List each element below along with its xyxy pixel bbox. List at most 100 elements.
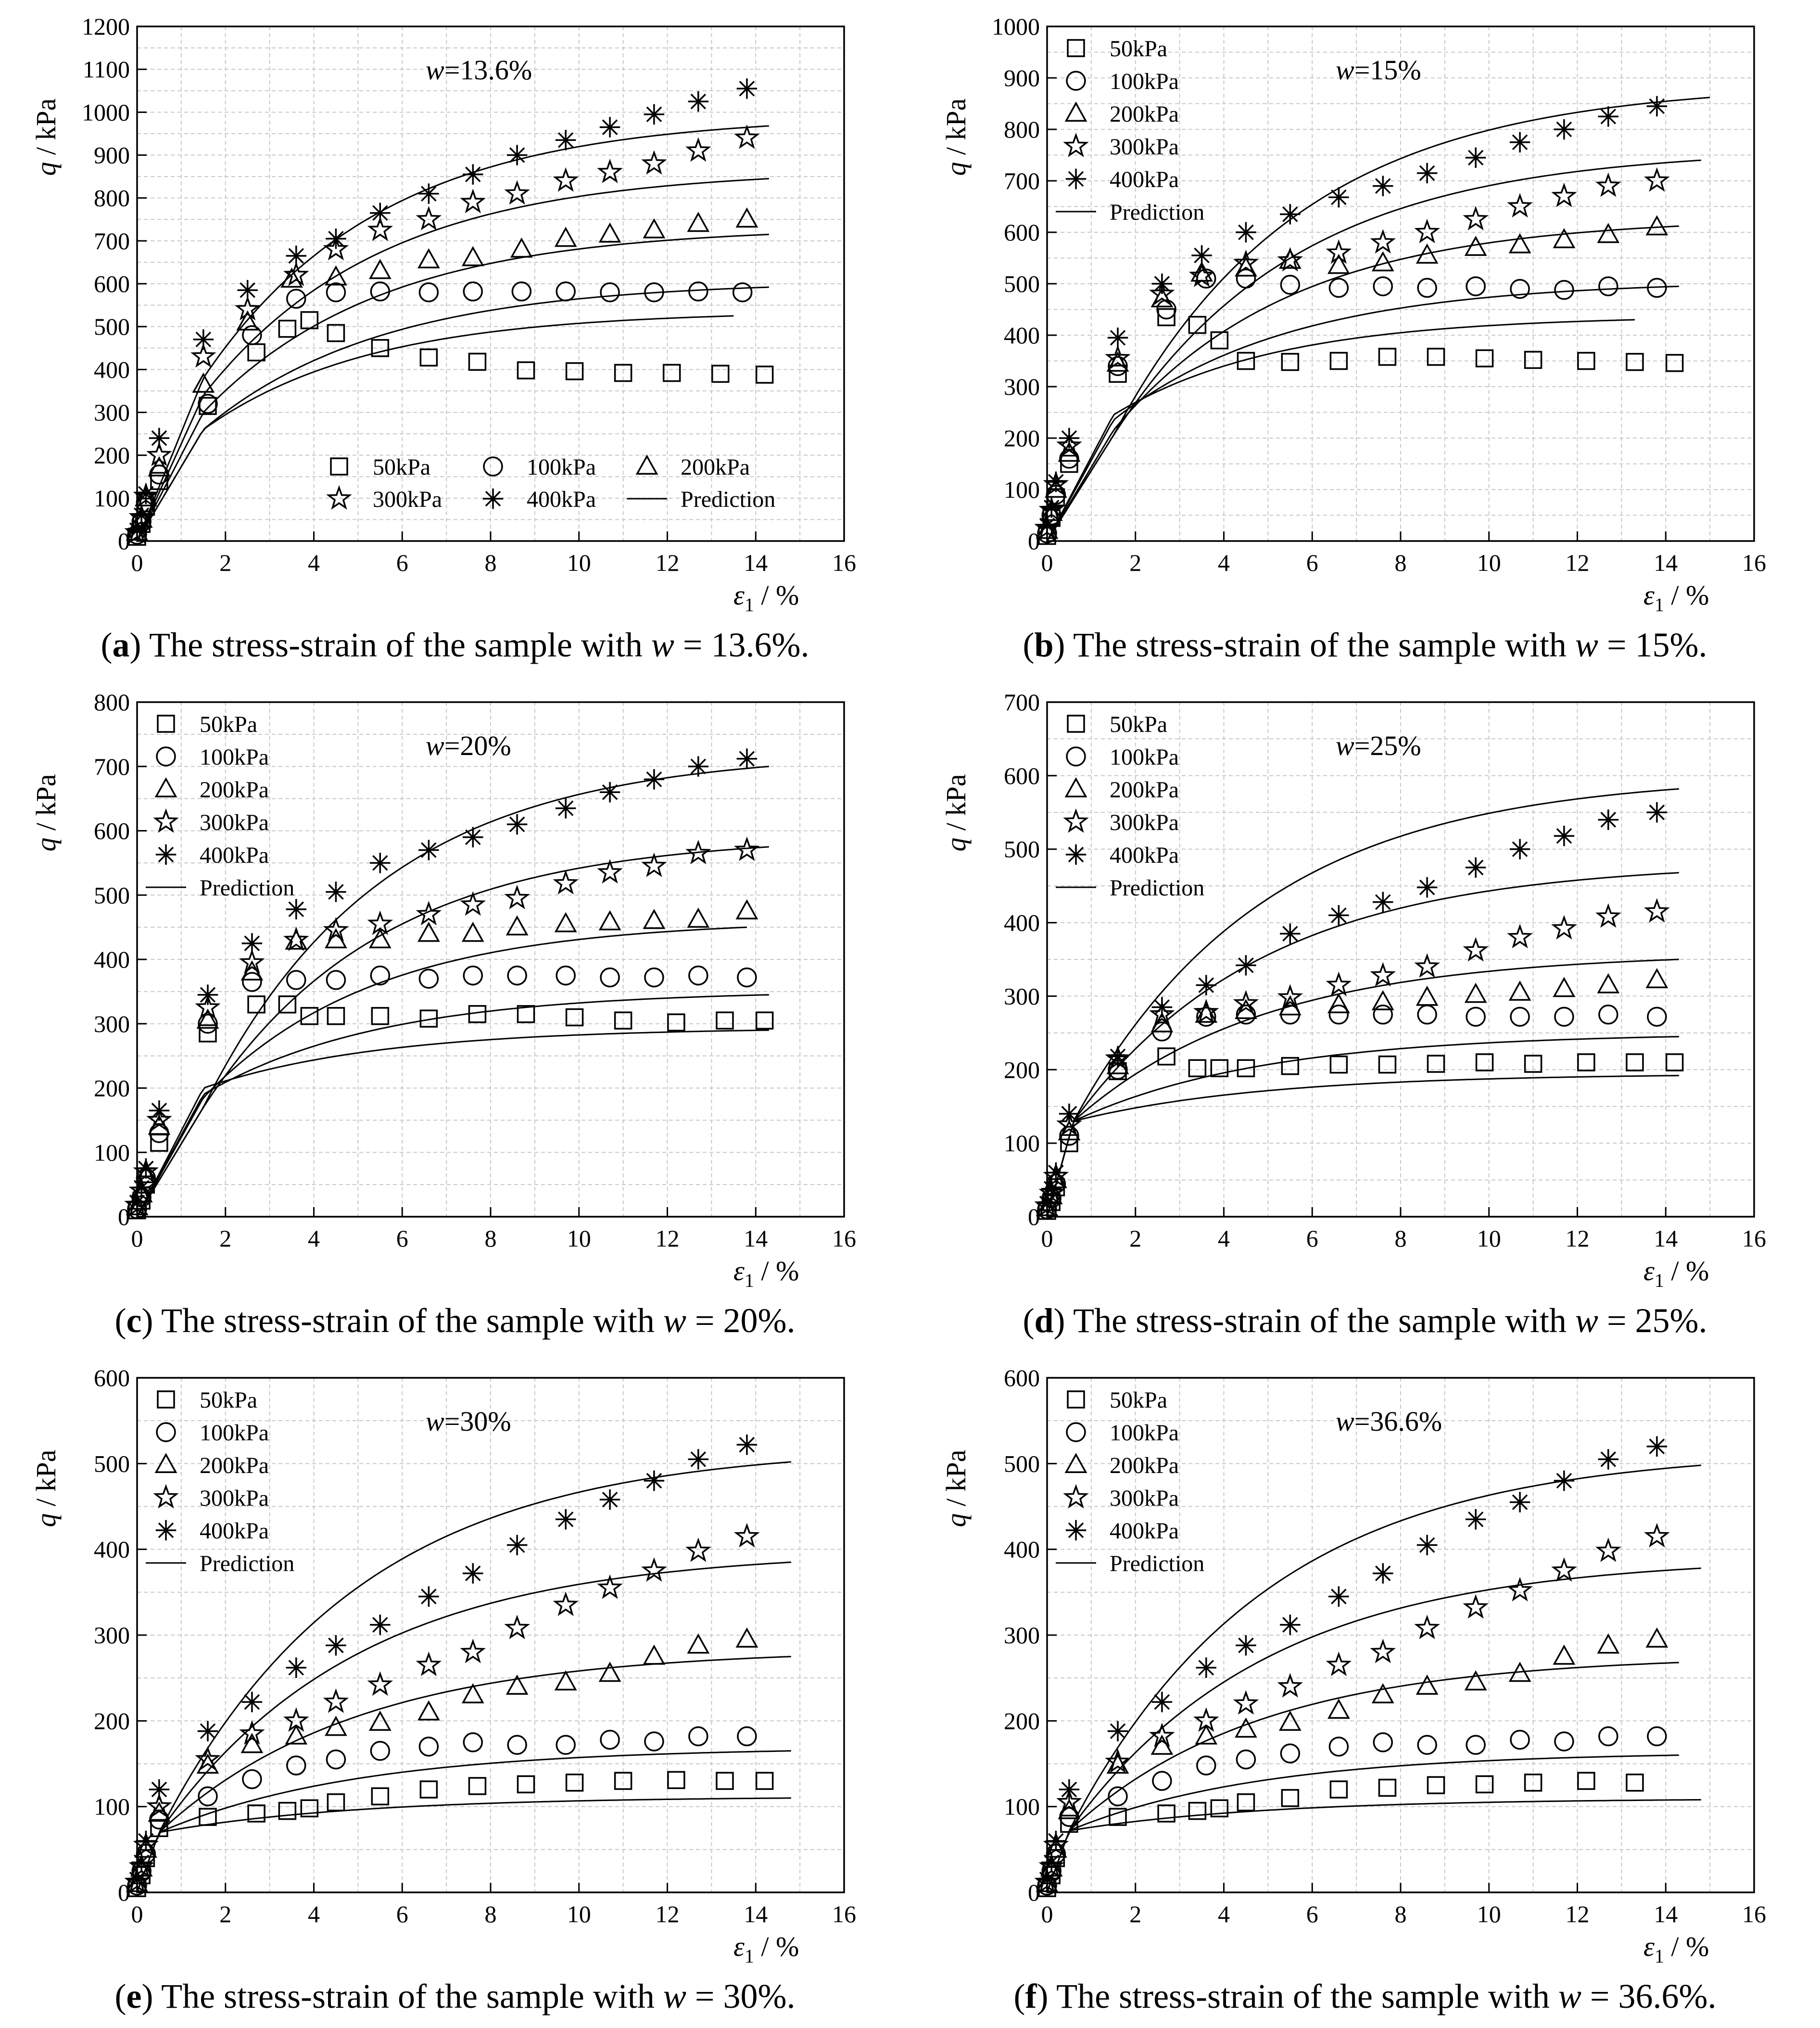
- y-tick-label: 200: [1004, 1056, 1040, 1083]
- y-tick-label: 600: [94, 1364, 130, 1391]
- prediction-curve-300kPa: [136, 1561, 791, 1893]
- data-point-100kPa: [1373, 1004, 1393, 1025]
- data-point-200kPa: [554, 912, 577, 932]
- y-tick-label: 400: [94, 1536, 130, 1563]
- y-tick-label: 500: [94, 882, 130, 908]
- grid: [1047, 26, 1755, 542]
- data-point-200kPa: [1278, 1711, 1302, 1731]
- legend: 50kPa 100kPa 200kPa 300kPa 400kPa Prediction: [1056, 712, 1204, 901]
- data-point-300kPa: [1644, 1523, 1670, 1548]
- data-point-400kPa: [126, 1869, 148, 1890]
- data-point-400kPa: [1328, 187, 1349, 208]
- data-point-400kPa: [149, 1779, 170, 1800]
- legend: 50kPa 100kPa 200kPa 300kPa 400kPa Prediction: [1056, 36, 1204, 225]
- caption-value: = 20%.: [686, 1301, 796, 1340]
- prediction-curve-300kPa: [136, 178, 769, 542]
- series-400kPa: [1036, 96, 1668, 536]
- w-annotation: w=30%: [426, 1406, 511, 1437]
- data-point-200kPa: [1645, 215, 1668, 236]
- data-point-400kPa: [599, 117, 620, 138]
- data-point-100kPa: [556, 1735, 576, 1755]
- data-point-300kPa: [641, 852, 667, 877]
- data-point-200kPa: [1508, 980, 1531, 1001]
- y-tick-label: 700: [1004, 167, 1040, 194]
- x-tick-label: 14: [744, 549, 768, 576]
- data-point-300kPa: [195, 1746, 221, 1771]
- data-point-400kPa: [1416, 1535, 1438, 1555]
- data-point-200kPa: [148, 456, 171, 477]
- x-tick-label: 0: [1041, 1225, 1053, 1252]
- data-point-400kPa: [1554, 826, 1575, 846]
- legend-label: 50kPa: [200, 1387, 257, 1413]
- y-tick-label: 600: [1004, 1364, 1040, 1391]
- data-point-300kPa: [1277, 984, 1303, 1009]
- data-point-400kPa: [1046, 471, 1066, 492]
- data-point-400kPa: [644, 769, 665, 790]
- data-point-400kPa: [241, 1691, 263, 1713]
- legend-label: 100kPa: [1110, 1420, 1179, 1446]
- data-point-50kPa: [300, 1799, 319, 1817]
- caption-label: c: [126, 1301, 142, 1340]
- data-point-400kPa: [1280, 1614, 1301, 1635]
- data-point-100kPa: [463, 281, 483, 302]
- prediction-curve-200kPa: [136, 234, 769, 542]
- legend-label: 100kPa: [1110, 744, 1179, 770]
- data-point-400kPa: [1373, 892, 1393, 912]
- data-point-50kPa: [1210, 331, 1229, 350]
- data-point-300kPa: [1507, 1577, 1533, 1602]
- data-point-200kPa: [687, 907, 710, 928]
- legend-marker-400kPa: [1065, 168, 1087, 189]
- data-point-50kPa: [716, 1772, 734, 1790]
- legend-label: 300kPa: [1110, 1486, 1179, 1511]
- data-point-400kPa: [688, 756, 709, 777]
- data-point-50kPa: [1378, 1778, 1397, 1797]
- data-point-400kPa: [370, 1614, 391, 1635]
- legend-label: 200kPa: [1110, 101, 1179, 127]
- legend-label: 100kPa: [1110, 69, 1179, 94]
- legend-label: 400kPa: [1110, 843, 1179, 868]
- prediction-curve-100kPa: [136, 994, 769, 1217]
- data-point-400kPa: [1041, 1178, 1062, 1199]
- data-point-50kPa: [1427, 1055, 1445, 1073]
- caption-label: a: [112, 626, 130, 664]
- data-point-400kPa: [149, 428, 170, 449]
- data-point-100kPa: [463, 1732, 483, 1752]
- caption-value: = 13.6%.: [674, 626, 809, 664]
- data-point-50kPa: [1524, 1773, 1542, 1792]
- data-point-100kPa: [1373, 276, 1393, 297]
- data-point-50kPa: [565, 362, 584, 380]
- legend-label: 50kPa: [200, 712, 257, 737]
- y-tick-label: 600: [94, 818, 130, 844]
- x-tick-label: 16: [1742, 1225, 1766, 1252]
- legend-marker-200kPa: [1064, 1453, 1087, 1474]
- data-point-300kPa: [460, 891, 486, 916]
- data-point-300kPa: [553, 869, 579, 894]
- data-point-50kPa: [755, 365, 774, 384]
- data-point-100kPa: [1156, 299, 1176, 320]
- data-point-100kPa: [1647, 277, 1667, 298]
- x-tick-label: 16: [1742, 549, 1766, 576]
- data-point-300kPa: [146, 1107, 172, 1132]
- data-point-300kPa: [283, 1707, 309, 1732]
- series-300kPa: [124, 124, 760, 543]
- data-point-400kPa: [1059, 1779, 1080, 1800]
- prediction-curve-50kPa: [136, 1797, 791, 1893]
- data-point-100kPa: [198, 393, 218, 414]
- x-tick-label: 12: [656, 1901, 680, 1927]
- x-tick-label: 12: [1566, 1225, 1590, 1252]
- legend-label: 400kPa: [1110, 167, 1179, 192]
- data-point-50kPa: [1281, 353, 1300, 371]
- data-point-200kPa: [1553, 1644, 1576, 1665]
- data-point-100kPa: [1417, 1004, 1437, 1025]
- legend-label: 300kPa: [373, 487, 442, 512]
- data-point-400kPa: [1554, 119, 1575, 140]
- data-point-100kPa: [1554, 1731, 1574, 1751]
- data-point-200kPa: [1371, 1683, 1394, 1703]
- data-point-300kPa: [553, 1591, 579, 1616]
- y-tick-label: 200: [94, 1075, 130, 1102]
- x-tick-label: 4: [1218, 1901, 1230, 1927]
- legend-label: 100kPa: [200, 1420, 269, 1446]
- data-point-300kPa: [416, 206, 442, 230]
- legend-marker-100kPa: [483, 456, 503, 477]
- series-100kPa: [127, 1726, 757, 1896]
